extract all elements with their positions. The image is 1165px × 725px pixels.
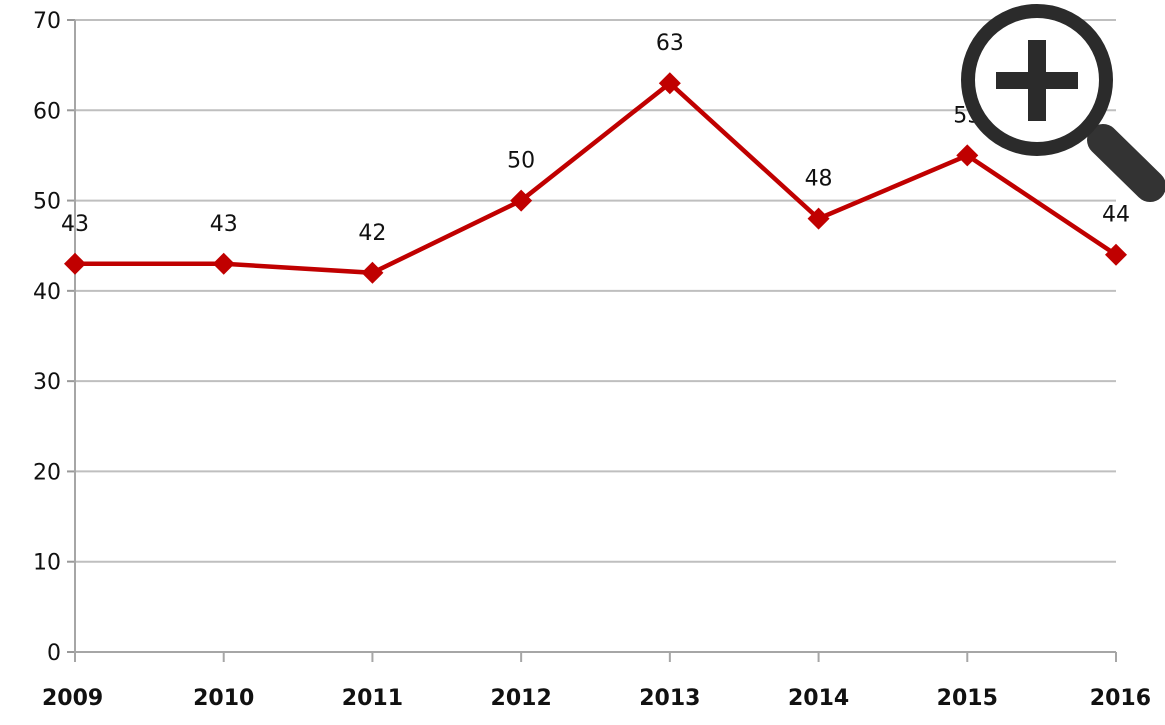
data-label: 48: [805, 167, 833, 192]
data-point-marker: [361, 261, 384, 284]
y-tick-label: 70: [33, 9, 61, 34]
data-label: 43: [210, 212, 238, 237]
y-tick-label: 30: [33, 370, 61, 395]
data-points: [64, 72, 1127, 284]
x-tick-label: 2014: [788, 686, 849, 711]
y-tick-label: 20: [33, 460, 61, 485]
data-point-marker: [807, 207, 830, 230]
x-tick-label: 2010: [193, 686, 254, 711]
data-label: 42: [358, 221, 386, 246]
y-tick-label: 50: [33, 190, 61, 215]
x-axis-ticks: 2009 2010 2011 2012 2013 2014 2015 2016: [42, 686, 1151, 711]
x-tick-label: 2009: [42, 686, 103, 711]
x-tick-label: 2011: [342, 686, 403, 711]
data-point-marker: [956, 144, 979, 167]
x-tick-label: 2016: [1090, 686, 1151, 711]
y-tick-label: 40: [33, 280, 61, 305]
data-point-marker: [64, 252, 86, 275]
data-label: 44: [1102, 203, 1130, 228]
series-line: [75, 80, 1118, 276]
gridlines: [75, 19, 1116, 563]
axes: [67, 19, 1117, 662]
magnifier-plus-icon[interactable]: [955, 0, 1165, 210]
data-point-marker: [658, 72, 681, 95]
data-label: 50: [507, 149, 535, 174]
y-tick-label: 60: [33, 99, 61, 124]
x-tick-label: 2012: [491, 686, 552, 711]
data-label: 43: [61, 212, 89, 237]
y-axis-ticks: 0 10 20 30 40 50 60 70: [33, 9, 61, 666]
series-line-path: [75, 80, 1118, 276]
data-label: 63: [656, 31, 684, 56]
x-tick-label: 2015: [937, 686, 998, 711]
data-point-marker: [212, 252, 235, 275]
data-point-marker: [510, 189, 533, 212]
y-tick-label: 0: [47, 641, 61, 666]
y-tick-label: 10: [33, 551, 61, 576]
x-tick-label: 2013: [639, 686, 700, 711]
data-point-marker: [1105, 243, 1127, 266]
